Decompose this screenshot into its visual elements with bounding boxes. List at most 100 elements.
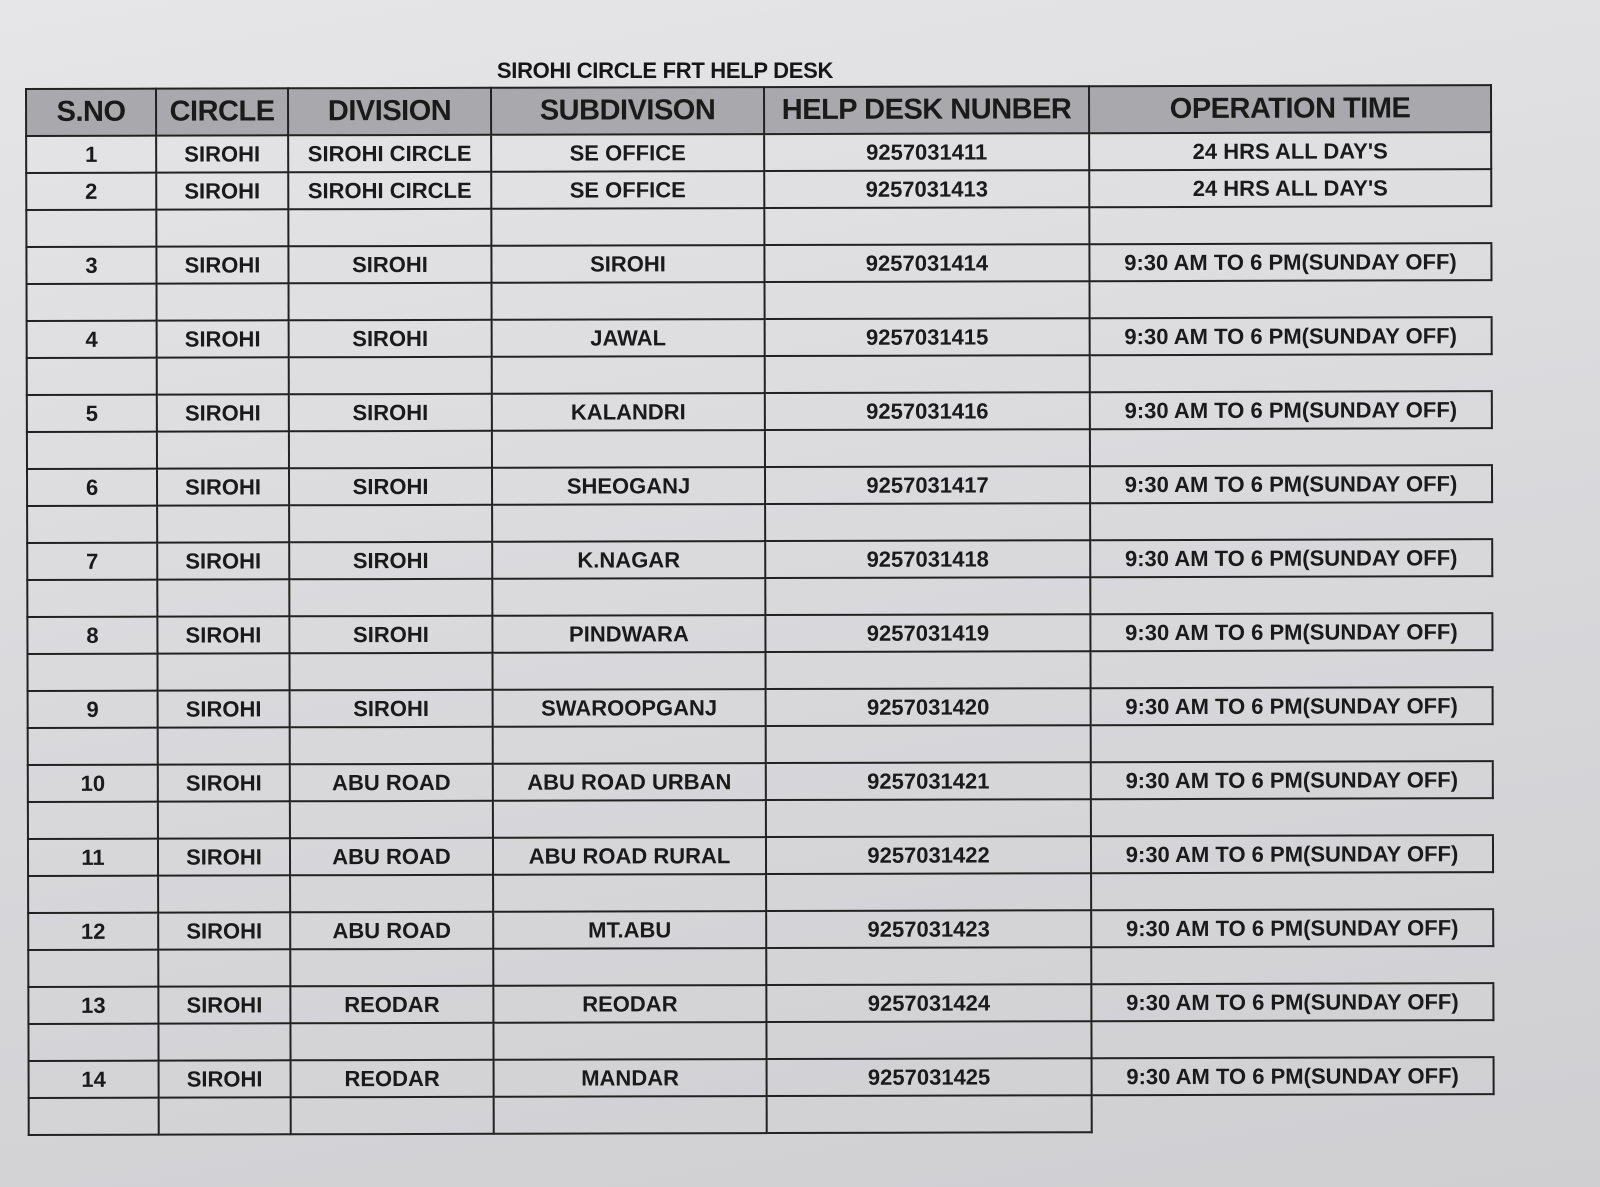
empty-cell	[27, 505, 158, 543]
column-header-division: DIVISION	[288, 87, 492, 136]
cell-operation-time: 9:30 AM TO 6 PM(SUNDAY OFF)	[1089, 391, 1492, 430]
empty-cell	[766, 1021, 1092, 1060]
cell-help-desk-number: 9257031424	[766, 984, 1092, 1023]
empty-cell	[764, 207, 1090, 246]
cell-subdivision: KALANDRI	[491, 393, 765, 431]
table-row: 1 SIROHI SIROHI CIRCLE SE OFFICE 9257031411 2…	[26, 132, 1492, 173]
cell-subdivision: ABU ROAD RURAL	[492, 837, 767, 875]
spacer-row	[27, 576, 1493, 617]
empty-cell	[491, 430, 765, 468]
spacer-row	[26, 280, 1492, 321]
empty-cell	[156, 283, 289, 321]
cell-circle: SIROHI	[157, 690, 290, 728]
empty-cell	[157, 801, 290, 839]
cell-subdivision: SHEOGANJ	[491, 467, 766, 505]
table-row: 6 SIROHI SIROHI SHEOGANJ 9257031417 9:30 AM T…	[26, 465, 1493, 506]
empty-cell	[26, 283, 157, 321]
cell-sno: 13	[28, 986, 159, 1024]
table-row: 5 SIROHI SIROHI KALANDRI 9257031416 9:30 AM T…	[26, 391, 1492, 432]
empty-cell	[492, 800, 766, 838]
cell-circle: SIROHI	[156, 246, 289, 284]
table-row: 4 SIROHI SIROHI JAWAL 9257031415 9:30 AM TO 6…	[26, 317, 1492, 358]
cell-help-desk-number: 9257031422	[765, 836, 1092, 875]
spacer-row	[26, 206, 1492, 247]
empty-cell	[492, 578, 766, 616]
empty-cell	[1091, 946, 1494, 985]
table-row: 8 SIROHI SIROHI PINDWARA 9257031419 9:30 AM T…	[27, 613, 1493, 654]
cell-sno: 2	[26, 172, 157, 210]
empty-cell	[1090, 724, 1493, 763]
cell-subdivision: K.NAGAR	[492, 541, 766, 579]
cell-help-desk-number: 9257031423	[766, 910, 1092, 949]
table-row: 12 SIROHI ABU ROAD MT.ABU 9257031423 9:30 AM …	[28, 909, 1494, 950]
cell-subdivision: SWAROOPGANJ	[492, 689, 766, 727]
empty-cell	[491, 282, 765, 320]
spacer-row	[27, 724, 1493, 765]
cell-division: ABU ROAD	[289, 763, 493, 802]
cell-division: SIROHI	[289, 541, 493, 580]
cell-help-desk-number: 9257031411	[764, 133, 1090, 172]
cell-sno: 6	[26, 468, 158, 506]
cell-operation-time: 9:30 AM TO 6 PM(SUNDAY OFF)	[1091, 983, 1494, 1022]
empty-cell	[765, 725, 1091, 764]
empty-cell	[290, 874, 494, 913]
cell-sno: 5	[26, 394, 157, 432]
cell-operation-time: 9:30 AM TO 6 PM(SUNDAY OFF)	[1089, 317, 1492, 356]
cell-circle: SIROHI	[157, 764, 290, 802]
empty-cell	[27, 579, 158, 617]
spacer-row	[26, 354, 1492, 395]
empty-cell	[1090, 798, 1493, 837]
table-row: 3 SIROHI SIROHI SIROHI 9257031414 9:30 AM TO …	[26, 243, 1492, 284]
cell-sno: 1	[26, 135, 157, 173]
cell-operation-time: 9:30 AM TO 6 PM(SUNDAY OFF)	[1089, 465, 1493, 504]
cell-division: SIROHI CIRCLE	[288, 134, 492, 173]
empty-cell	[493, 1096, 767, 1134]
empty-cell	[765, 577, 1091, 616]
spacer-row	[28, 1020, 1494, 1061]
cell-subdivision: MT.ABU	[493, 911, 767, 949]
column-header-circle: CIRCLE	[156, 88, 289, 136]
cell-operation-time: 9:30 AM TO 6 PM(SUNDAY OFF)	[1091, 909, 1494, 948]
table-row: 14 SIROHI REODAR MANDAR 9257031425 9:30 AM TO…	[28, 1057, 1494, 1098]
empty-cell	[28, 949, 159, 987]
empty-cell	[288, 208, 492, 247]
cell-help-desk-number: 9257031425	[766, 1058, 1092, 1097]
cell-help-desk-number: 9257031413	[764, 170, 1090, 209]
empty-cell	[158, 949, 291, 987]
cell-operation-time: 9:30 AM TO 6 PM(SUNDAY OFF)	[1090, 835, 1494, 874]
empty-cell	[765, 503, 1091, 542]
empty-cell	[765, 651, 1091, 690]
empty-cell	[289, 652, 493, 691]
column-header-help-desk-number: HELP DESK NUNBER	[764, 86, 1090, 135]
empty-cell	[28, 875, 159, 913]
empty-cell	[156, 357, 289, 395]
empty-cell	[766, 947, 1092, 986]
spacer-row	[27, 502, 1493, 543]
table-header-row: S.NO CIRCLE DIVISION SUBDIVISON HELP DESK NU…	[26, 85, 1492, 136]
cell-sno: 4	[26, 320, 157, 358]
cell-operation-time: 9:30 AM TO 6 PM(SUNDAY OFF)	[1090, 539, 1493, 578]
empty-cell	[766, 873, 1092, 912]
empty-cell	[492, 726, 766, 764]
empty-cell	[289, 578, 493, 617]
cell-operation-time: 9:30 AM TO 6 PM(SUNDAY OFF)	[1091, 1057, 1494, 1096]
empty-cell	[158, 1023, 291, 1061]
cell-operation-time: 24 HRS ALL DAY'S	[1089, 169, 1492, 208]
cell-division: SIROHI	[288, 467, 493, 506]
cell-sno: 11	[27, 838, 159, 876]
cell-subdivision: SE OFFICE	[491, 171, 765, 209]
empty-cell	[492, 504, 766, 542]
cell-operation-time: 24 HRS ALL DAY'S	[1089, 132, 1492, 171]
cell-division: ABU ROAD	[290, 911, 494, 950]
cell-subdivision: MANDAR	[493, 1059, 767, 1097]
spacer-row	[27, 798, 1493, 839]
empty-cell	[26, 209, 157, 247]
empty-cell	[764, 355, 1090, 394]
empty-cell	[764, 281, 1090, 320]
empty-cell	[288, 430, 492, 469]
empty-cell	[158, 1097, 291, 1135]
empty-cell	[493, 948, 767, 986]
empty-cell	[290, 1096, 494, 1135]
cell-subdivision: SIROHI	[491, 245, 765, 283]
spacer-row	[28, 872, 1494, 913]
